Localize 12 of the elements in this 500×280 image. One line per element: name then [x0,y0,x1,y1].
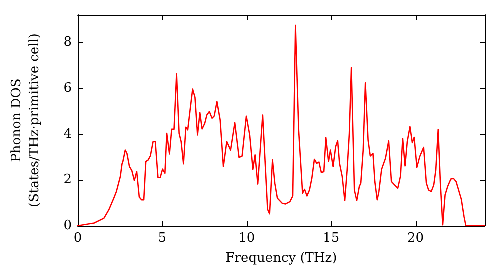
x-tick-label: 0 [74,231,82,246]
y-tick-label: 2 [64,172,72,188]
x-tick-label: 5 [158,231,167,246]
y-axis-title: Phonon DOS (States/THz·primitive cell) [10,33,42,208]
y-tick-label: 6 [64,80,72,96]
x-tick-label: 15 [323,231,340,246]
x-axis-title: Frequency (THz) [226,251,338,266]
x-tick-label: 10 [238,231,256,246]
y-tick-label: 8 [64,35,72,50]
y-tick-label: 4 [64,126,72,142]
y-tick-label: 0 [64,218,72,234]
x-tick-label: 20 [407,231,424,246]
